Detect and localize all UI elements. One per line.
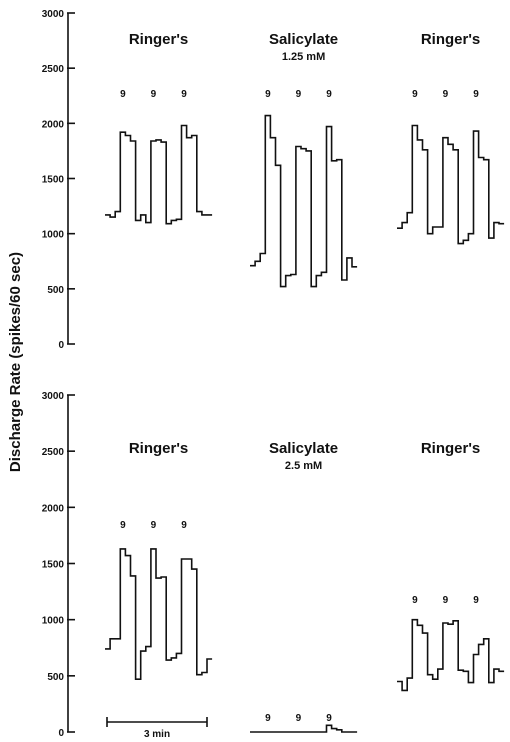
- stimulus-mark: 9: [326, 89, 332, 100]
- y-tick-label: 3000: [42, 9, 65, 20]
- y-tick-label: 0: [58, 728, 64, 739]
- y-tick-label: 2000: [42, 503, 65, 514]
- stimulus-mark: 9: [412, 89, 418, 100]
- stimulus-mark: 9: [120, 520, 126, 531]
- stimulus-mark: 9: [181, 89, 187, 100]
- condition-label: Ringer's: [129, 31, 188, 48]
- y-tick-label: 1500: [42, 175, 65, 186]
- condition-label: Ringer's: [421, 440, 480, 457]
- y-tick-label: 1000: [42, 616, 65, 627]
- y-tick-label: 3000: [42, 391, 65, 402]
- stimulus-mark: 9: [443, 595, 449, 606]
- stimulus-mark: 9: [443, 89, 449, 100]
- y-tick-label: 500: [47, 672, 64, 683]
- stimulus-mark: 9: [181, 520, 187, 531]
- y-tick-label: 0: [58, 340, 64, 351]
- trace-line: [250, 114, 358, 288]
- trace-line: [105, 124, 213, 225]
- trace-line: [250, 724, 358, 733]
- y-tick-label: 1500: [42, 560, 65, 571]
- stimulus-mark: 9: [296, 713, 302, 724]
- stimulus-mark: 9: [265, 713, 271, 724]
- stimulus-mark: 9: [326, 713, 332, 724]
- condition-dose: 2.5 mM: [285, 460, 322, 472]
- stimulus-mark: 9: [412, 595, 418, 606]
- condition-label: Ringer's: [421, 31, 480, 48]
- scale-bar-label: 3 min: [144, 729, 170, 740]
- y-tick-label: 1000: [42, 230, 65, 241]
- y-tick-label: 2500: [42, 64, 65, 75]
- condition-label: Salicylate: [269, 31, 338, 48]
- condition-label: Salicylate: [269, 440, 338, 457]
- y-tick-label: 2500: [42, 447, 65, 458]
- stimulus-mark: 9: [473, 89, 479, 100]
- trace-line: [397, 124, 505, 245]
- trace-line: [397, 618, 505, 692]
- y-axis-label: Discharge Rate (spikes/60 sec): [7, 252, 24, 472]
- stimulus-mark: 9: [296, 89, 302, 100]
- y-tick-label: 500: [47, 285, 64, 296]
- condition-dose: 1.25 mM: [282, 51, 325, 63]
- stimulus-mark: 9: [473, 595, 479, 606]
- y-tick-label: 2000: [42, 119, 65, 130]
- stimulus-mark: 9: [151, 520, 157, 531]
- stimulus-mark: 9: [151, 89, 157, 100]
- condition-label: Ringer's: [129, 440, 188, 457]
- stimulus-mark: 9: [120, 89, 126, 100]
- stimulus-mark: 9: [265, 89, 271, 100]
- trace-line: [105, 548, 213, 680]
